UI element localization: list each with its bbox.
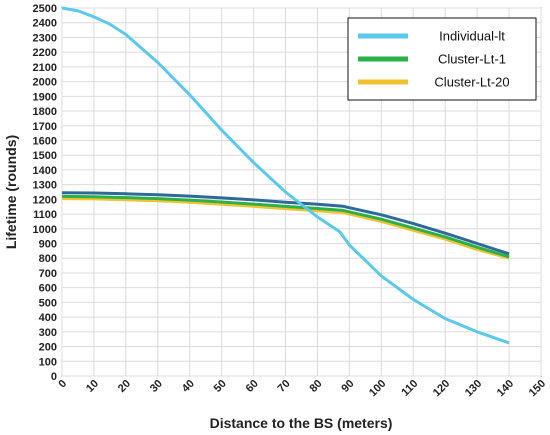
y-tick-label: 1500 xyxy=(33,150,57,162)
x-tick-label: 120 xyxy=(431,378,452,399)
x-tick-label: 40 xyxy=(180,378,197,395)
series-line-cluster-lt-20 xyxy=(61,197,510,260)
y-tick-label: 500 xyxy=(39,297,57,309)
y-tick-label: 800 xyxy=(39,253,57,265)
x-tick-label: 50 xyxy=(212,378,229,395)
series-line-dark xyxy=(61,191,510,256)
y-tick-labels: 0 100 200 300 400 500 600 700 800 900 1000 1100 1200… xyxy=(33,3,57,383)
y-tick-label: 2500 xyxy=(33,3,57,15)
legend-entry-label: Cluster-Lt-1 xyxy=(438,52,506,67)
series-line-cluster-lt-1 xyxy=(61,194,510,259)
y-tick-label: 700 xyxy=(39,268,57,280)
legend-entry-label: Individual-lt xyxy=(439,29,505,44)
y-tick-label: 200 xyxy=(39,342,57,354)
y-tick-label: 400 xyxy=(39,312,57,324)
y-tick-label: 1900 xyxy=(33,91,57,103)
y-tick-label: 1100 xyxy=(33,209,57,221)
x-tick-label: 150 xyxy=(527,378,548,399)
x-tick-label: 20 xyxy=(116,378,133,395)
x-tick-label: 140 xyxy=(495,378,516,399)
y-tick-label: 300 xyxy=(39,327,57,339)
series-line-individual-lt xyxy=(61,6,510,345)
legend: Individual-lt Cluster-Lt-1 Cluster-Lt-20 xyxy=(347,17,537,101)
y-tick-label: 600 xyxy=(39,283,57,295)
y-tick-label: 1000 xyxy=(33,224,57,236)
x-tick-label: 110 xyxy=(399,378,420,399)
x-tick-label: 90 xyxy=(339,378,356,395)
grid-lines xyxy=(61,7,542,377)
x-tick-label: 100 xyxy=(367,378,388,399)
x-tick-label: 80 xyxy=(307,378,324,395)
x-tick-labels: 0 10 20 30 40 50 60 70 80 90 100 110 120 130 140 150 xyxy=(56,378,548,399)
y-tick-label: 2200 xyxy=(33,47,57,59)
y-tick-label: 2400 xyxy=(33,18,57,30)
y-tick-label: 1300 xyxy=(33,180,57,192)
y-tick-label: 1200 xyxy=(33,194,57,206)
x-tick-label: 60 xyxy=(244,378,261,395)
y-tick-label: 1400 xyxy=(33,165,57,177)
y-tick-label: 2300 xyxy=(33,32,57,44)
y-tick-label: 900 xyxy=(39,239,57,251)
y-axis-label: Lifetime (rounds) xyxy=(3,135,19,249)
y-tick-label: 1600 xyxy=(33,135,57,147)
y-tick-label: 1800 xyxy=(33,106,57,118)
x-tick-label: 70 xyxy=(276,378,293,395)
series-lines xyxy=(61,6,510,345)
y-tick-label: 2100 xyxy=(33,62,57,74)
y-tick-label: 2000 xyxy=(33,77,57,89)
x-tick-label: 30 xyxy=(148,378,165,395)
x-tick-label: 0 xyxy=(56,378,69,391)
legend-entry-label: Cluster-Lt-20 xyxy=(434,75,509,90)
y-tick-label: 100 xyxy=(39,356,57,368)
y-tick-label: 1700 xyxy=(33,121,57,133)
y-tick-label: 0 xyxy=(51,371,57,383)
x-tick-label: 10 xyxy=(84,378,101,395)
x-tick-label: 130 xyxy=(463,378,484,399)
x-axis-label: Distance to the BS (meters) xyxy=(210,415,393,431)
